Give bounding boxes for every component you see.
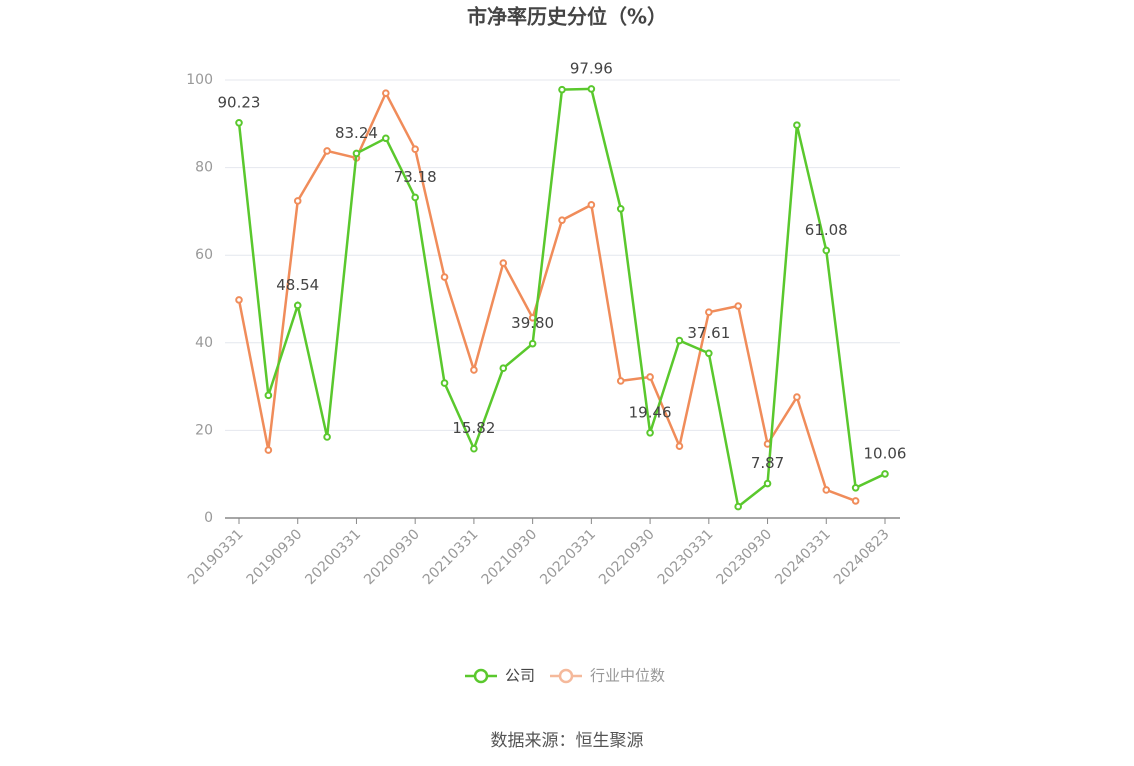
data-point bbox=[470, 444, 478, 453]
x-tick-label: 20210331 bbox=[420, 526, 482, 588]
data-point bbox=[558, 85, 566, 94]
x-tick-label: 20230331 bbox=[655, 526, 717, 588]
data-label: 19.46 bbox=[629, 403, 672, 421]
data-point bbox=[822, 246, 831, 255]
data-point bbox=[881, 470, 889, 478]
data-point bbox=[382, 134, 390, 143]
x-tick-label: 20240331 bbox=[772, 526, 834, 588]
data-label: 61.08 bbox=[805, 221, 848, 239]
y-tick-label: 100 bbox=[186, 72, 213, 88]
y-tick-label: 60 bbox=[195, 247, 213, 263]
data-label: 97.96 bbox=[570, 59, 613, 77]
x-tick-label: 20210930 bbox=[479, 526, 541, 588]
data-point bbox=[323, 147, 331, 155]
data-label: 73.18 bbox=[394, 168, 437, 186]
data-label: 39.80 bbox=[511, 314, 554, 332]
legend-label: 行业中位数 bbox=[590, 667, 665, 685]
y-tick-label: 40 bbox=[195, 335, 213, 351]
data-point bbox=[734, 502, 742, 511]
data-label: 10.06 bbox=[864, 444, 907, 462]
data-point bbox=[499, 259, 508, 267]
x-tick-label: 20200331 bbox=[302, 526, 364, 588]
data-point bbox=[705, 308, 713, 316]
data-point bbox=[440, 273, 449, 281]
legend-marker bbox=[473, 668, 489, 684]
y-tick-label: 80 bbox=[195, 160, 213, 176]
data-point bbox=[822, 486, 831, 494]
legend-marker bbox=[558, 668, 574, 684]
data-point bbox=[235, 296, 243, 304]
data-point bbox=[558, 216, 566, 224]
data-point bbox=[293, 197, 302, 205]
data-point bbox=[763, 479, 772, 488]
x-tick-label: 20230930 bbox=[713, 526, 775, 588]
legend-item: 行业中位数 bbox=[550, 667, 665, 685]
data-point bbox=[616, 204, 625, 213]
data-point bbox=[793, 393, 801, 401]
data-label: 37.61 bbox=[687, 324, 730, 342]
data-point bbox=[264, 391, 273, 400]
data-label: 90.23 bbox=[218, 93, 261, 111]
data-point bbox=[851, 497, 860, 505]
y-tick-label: 0 bbox=[204, 510, 213, 526]
series-line bbox=[237, 90, 857, 503]
data-point bbox=[293, 301, 302, 310]
data-point bbox=[587, 85, 596, 93]
data-point bbox=[705, 349, 713, 358]
data-point bbox=[411, 193, 419, 202]
data-point bbox=[646, 428, 654, 437]
x-tick-label: 20190331 bbox=[185, 526, 247, 588]
source-note: 数据来源：恒生聚源 bbox=[491, 731, 644, 751]
data-point bbox=[587, 201, 596, 209]
data-label: 7.87 bbox=[751, 454, 784, 472]
data-point bbox=[528, 339, 537, 348]
data-point bbox=[646, 373, 654, 381]
chart-title: 市净率历史分位（%） bbox=[467, 5, 667, 29]
data-point bbox=[440, 379, 449, 387]
data-point bbox=[675, 442, 684, 450]
data-point bbox=[793, 121, 801, 129]
data-label: 83.24 bbox=[335, 124, 378, 142]
data-point bbox=[851, 483, 860, 492]
y-tick-label: 20 bbox=[195, 422, 213, 438]
data-label: 48.54 bbox=[276, 276, 319, 294]
data-point bbox=[323, 433, 331, 441]
x-tick-label: 20200930 bbox=[361, 526, 423, 588]
data-point bbox=[352, 149, 361, 158]
data-point bbox=[734, 302, 742, 310]
data-point bbox=[499, 364, 508, 373]
x-tick-label: 20240823 bbox=[831, 526, 893, 588]
data-point bbox=[235, 118, 243, 127]
data-point bbox=[675, 336, 684, 345]
series-line bbox=[237, 87, 886, 509]
x-tick-label: 20220331 bbox=[537, 526, 599, 588]
data-label: 15.82 bbox=[452, 419, 495, 437]
data-point bbox=[470, 366, 478, 374]
legend-item: 公司 bbox=[465, 667, 535, 685]
legend-label: 公司 bbox=[505, 667, 535, 685]
data-point bbox=[616, 377, 625, 385]
data-point bbox=[382, 89, 390, 97]
x-tick-label: 20220930 bbox=[596, 526, 658, 588]
data-point bbox=[264, 446, 273, 454]
data-point bbox=[411, 145, 419, 154]
x-tick-label: 20190930 bbox=[244, 526, 306, 588]
